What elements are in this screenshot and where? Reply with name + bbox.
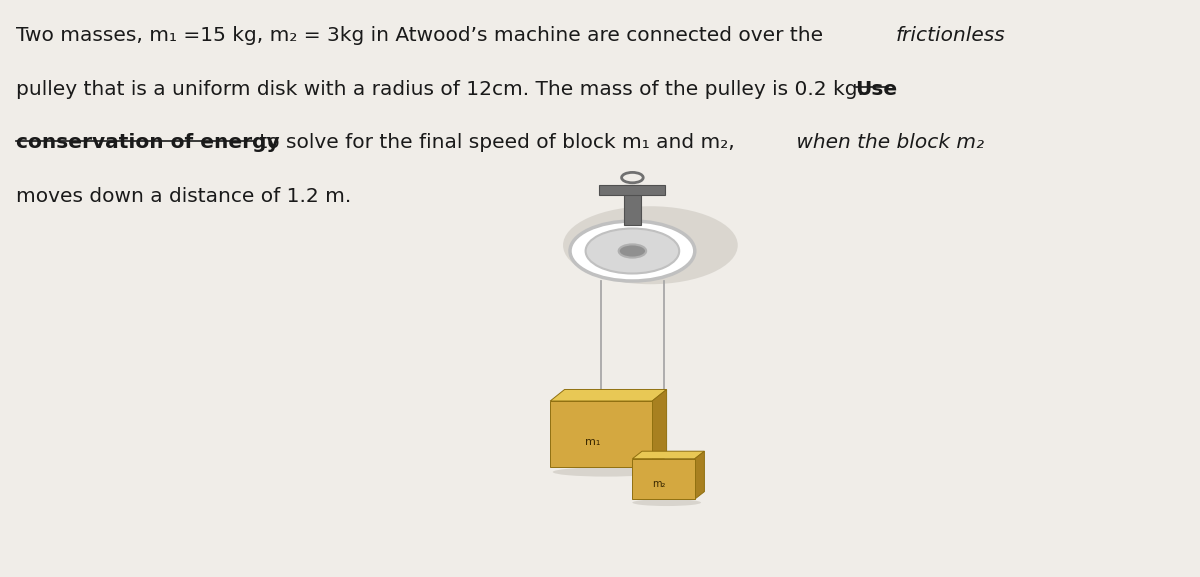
Text: conservation of energy: conservation of energy (16, 133, 280, 152)
Text: moves down a distance of 1.2 m.: moves down a distance of 1.2 m. (16, 187, 350, 206)
FancyBboxPatch shape (551, 401, 653, 467)
Text: Two masses, m₁ =15 kg, m₂ = 3kg in Atwood’s machine are connected over the: Two masses, m₁ =15 kg, m₂ = 3kg in Atwoo… (16, 26, 829, 45)
FancyBboxPatch shape (632, 459, 695, 499)
Text: pulley that is a uniform disk with a radius of 12cm. The mass of the pulley is 0: pulley that is a uniform disk with a rad… (16, 80, 870, 99)
Text: when the block m₂: when the block m₂ (790, 133, 984, 152)
FancyBboxPatch shape (600, 185, 665, 196)
Circle shape (570, 221, 695, 281)
Polygon shape (653, 389, 667, 467)
Text: frictionless: frictionless (895, 26, 1004, 45)
Circle shape (586, 228, 679, 273)
Polygon shape (632, 451, 704, 459)
Ellipse shape (563, 206, 738, 284)
Circle shape (619, 245, 646, 257)
Ellipse shape (632, 499, 701, 506)
Polygon shape (551, 389, 667, 401)
FancyBboxPatch shape (624, 185, 641, 226)
Ellipse shape (553, 467, 660, 477)
Text: Use: Use (856, 80, 898, 99)
Polygon shape (695, 451, 704, 499)
Text: m₁: m₁ (586, 437, 601, 447)
Text: m₂: m₂ (652, 479, 665, 489)
Text: to solve for the final speed of block m₁ and m₂,: to solve for the final speed of block m₁… (253, 133, 734, 152)
